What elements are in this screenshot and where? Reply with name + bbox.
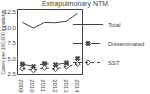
svg-text:2012: 2012 — [52, 79, 58, 93]
svg-text:2011: 2011 — [40, 79, 46, 93]
svg-text:10.0: 10.0 — [4, 25, 16, 31]
svg-text:Disseminated: Disseminated — [108, 41, 144, 47]
svg-text:Cases per 100,000 inpatients: Cases per 100,000 inpatients — [0, 9, 6, 75]
svg-text:7.5: 7.5 — [7, 40, 16, 46]
svg-text:2014: 2014 — [74, 79, 80, 93]
svg-text:2010: 2010 — [29, 79, 35, 93]
svg-text:2013: 2013 — [63, 79, 69, 93]
svg-text:Total: Total — [108, 22, 121, 28]
svg-text:5.0: 5.0 — [7, 56, 16, 62]
svg-text:2.5: 2.5 — [7, 71, 16, 77]
svg-text:SST: SST — [108, 60, 120, 66]
svg-text:12.5: 12.5 — [4, 9, 16, 15]
svg-text:2009: 2009 — [18, 79, 24, 93]
svg-text:Extrapulmonary NTM: Extrapulmonary NTM — [42, 0, 108, 8]
